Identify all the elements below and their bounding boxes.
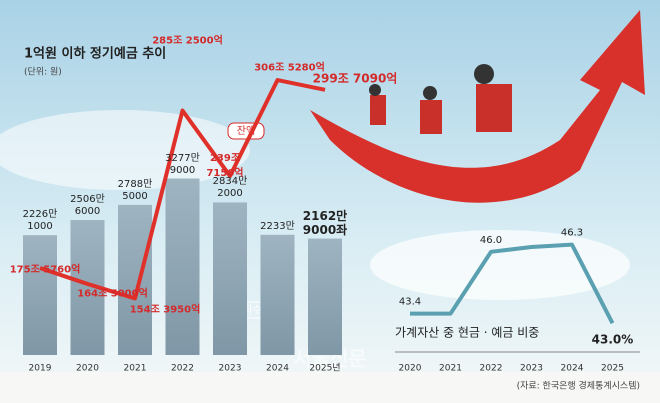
line-value-label: 164조 5000억 (77, 288, 148, 300)
figures (369, 64, 512, 134)
bar (308, 238, 342, 355)
x-tick-label: 2025 (601, 364, 624, 374)
line-value-label: 239조 7150억 (206, 152, 244, 179)
x-tick-label: 2021 (439, 364, 462, 374)
bar (165, 178, 200, 355)
x-tick-label: 2022 (480, 364, 503, 374)
chart-title: 가계자산 중 현금 · 예금 비중 (395, 326, 539, 340)
line-value-label: 306조 5280억 (254, 62, 325, 74)
bar (260, 234, 295, 355)
bar-value-label: 2788만 5000 (117, 178, 153, 202)
x-tick-label: 2019 (29, 364, 52, 374)
source: (자료: 한국은행 경제통계시스템) (517, 380, 640, 392)
footer-band (0, 372, 660, 403)
x-tick-label: 2020 (399, 364, 422, 374)
x-tick-label: 2022 (171, 364, 194, 374)
line-value-label: 285조 2500억 (152, 35, 223, 47)
bar-value-label: 2162만 9000좌 (302, 208, 348, 237)
bar-value-label: 3277만 9000 (165, 152, 200, 176)
bar-value-label: 2233만 (260, 220, 295, 232)
x-tick-label: 2025년 (309, 363, 340, 374)
cloud (0, 110, 250, 190)
bar (23, 235, 57, 355)
x-tick-label: 2024 (561, 364, 584, 374)
balance-line (39, 78, 326, 301)
x-tick-label: 2023 (219, 364, 242, 374)
bar-value-label: 2834만 2000 (212, 176, 248, 200)
chart-subtitle: (단위: 원) (24, 67, 62, 78)
bar (118, 204, 152, 355)
point-value-label: 43.4 (399, 297, 421, 308)
point-value-label: 43.0% (592, 333, 634, 347)
point-value-label: 46.0 (480, 235, 502, 246)
line-value-label: 175조 5760억 (9, 264, 81, 276)
arrow (310, 10, 645, 203)
x-tick-label: 2023 (520, 364, 543, 374)
line-value-label: 299조 7090억 (312, 71, 398, 86)
chart-title: 1억원 이하 정기예금 추이 (24, 46, 166, 62)
x-tick-label: 2021 (124, 364, 147, 374)
x-tick-label: 2024 (266, 364, 289, 374)
bar-value-label: 2506만 6000 (70, 194, 105, 218)
cloud (370, 230, 630, 300)
point-value-label: 46.3 (561, 228, 583, 239)
bar (213, 202, 247, 355)
x-tick-label: 2020 (76, 364, 99, 374)
bar-value-label: 2226만 1000 (22, 209, 58, 233)
share-line (410, 242, 615, 325)
line-value-label: 154조 3950억 (129, 304, 201, 316)
